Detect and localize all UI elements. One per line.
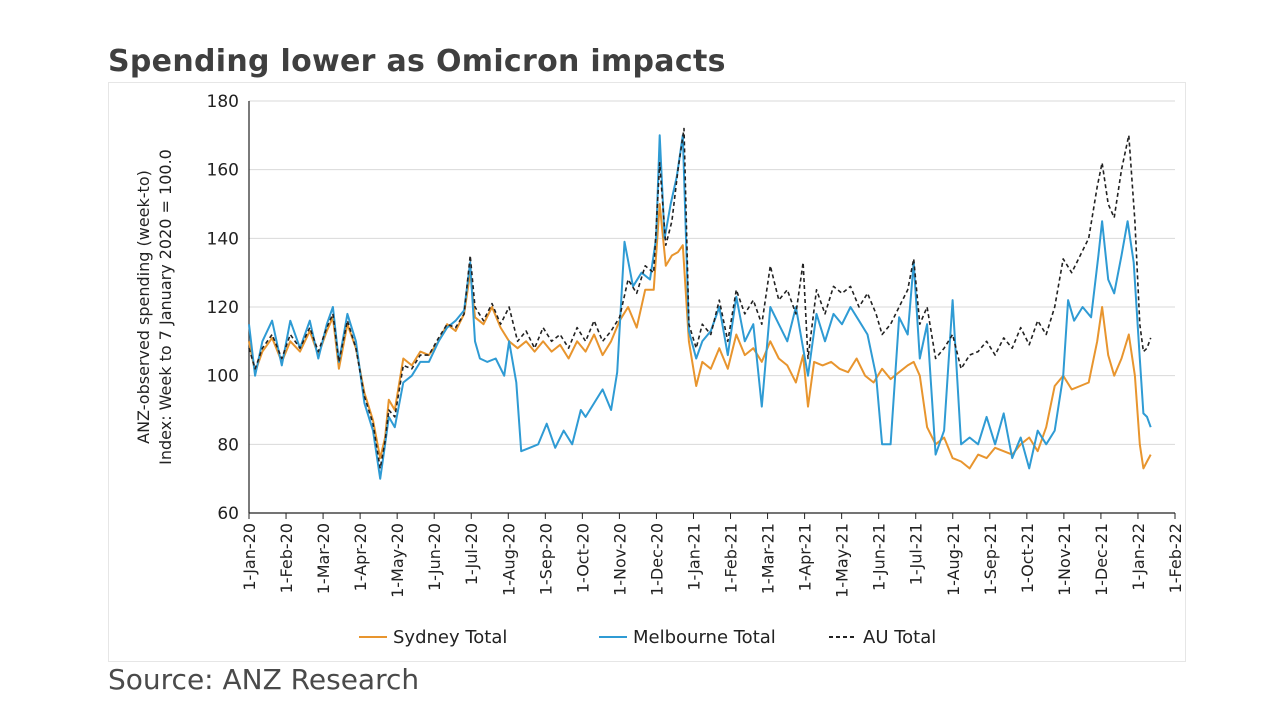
x-tick-label: 1-Jul-20 [462,523,481,585]
x-tick-label: 1-Oct-21 [1018,523,1037,593]
x-tick-label: 1-Feb-22 [1166,523,1185,593]
x-tick-label: 1-Oct-20 [573,523,592,593]
x-tick-label: 1-Aug-20 [499,523,518,596]
x-tick-label: 1-Jun-21 [870,523,889,591]
chart-frame: 60 80 100 120 140 160 180 1-Jan-20 1-Feb-20 1-Mar… [108,82,1186,662]
x-tick-label: 1-Aug-21 [944,523,963,596]
x-tick-label: 1-Nov-21 [1055,523,1074,596]
x-tick-label: 1-Sep-20 [536,523,555,595]
x-tick-label: 1-Mar-20 [314,523,333,594]
x-tick-label: 1-Dec-21 [1092,523,1111,596]
x-tick-label: 1-Jun-20 [425,523,444,591]
series-line-sydney-total [248,203,1152,470]
x-tick-label: 1-Apr-21 [796,523,815,591]
x-tick-label: 1-Jul-21 [907,523,926,585]
y-tick-label: 140 [207,229,239,249]
x-tick-label: 1-Nov-20 [610,523,629,596]
x-tick-label: 1-Jan-20 [240,523,259,591]
legend-label: AU Total [863,627,936,648]
series-line-melbourne-total [248,134,1152,480]
x-tick-label: 1-Apr-20 [351,523,370,591]
x-tick-label: 1-May-20 [388,523,407,598]
source-note: Source: ANZ Research [108,663,420,696]
y-axis-label: Index: Week to 7 January 2020 = 100.0 [156,149,175,465]
line-chart: 60 80 100 120 140 160 180 1-Jan-20 1-Feb-20 1-Mar… [134,92,1185,648]
y-axis-label: ANZ-observed spending (week-to) [134,170,153,444]
y-tick-label: 180 [207,92,239,112]
x-tick-label: 1-Jan-21 [684,523,703,591]
legend-label: Melbourne Total [633,627,776,648]
x-tick-label: 1-Feb-21 [722,523,741,593]
y-tick-label: 120 [207,298,239,318]
y-tick-label: 60 [217,504,239,524]
x-tick-label: 1-May-21 [833,523,852,598]
legend-label: Sydney Total [393,627,507,648]
series-line-au-total [248,127,1152,470]
y-tick-label: 100 [207,367,239,387]
x-tick-label: 1-Dec-20 [647,523,666,596]
x-tick-label: 1-Feb-20 [277,523,296,593]
y-tick-label: 80 [217,435,239,455]
x-tick-label: 1-Jan-22 [1129,523,1148,591]
chart-title: Spending lower as Omicron impacts [108,44,726,79]
x-tick-label: 1-Sep-21 [981,523,1000,595]
x-tick-label: 1-Mar-21 [759,523,778,594]
y-tick-label: 160 [207,161,239,181]
